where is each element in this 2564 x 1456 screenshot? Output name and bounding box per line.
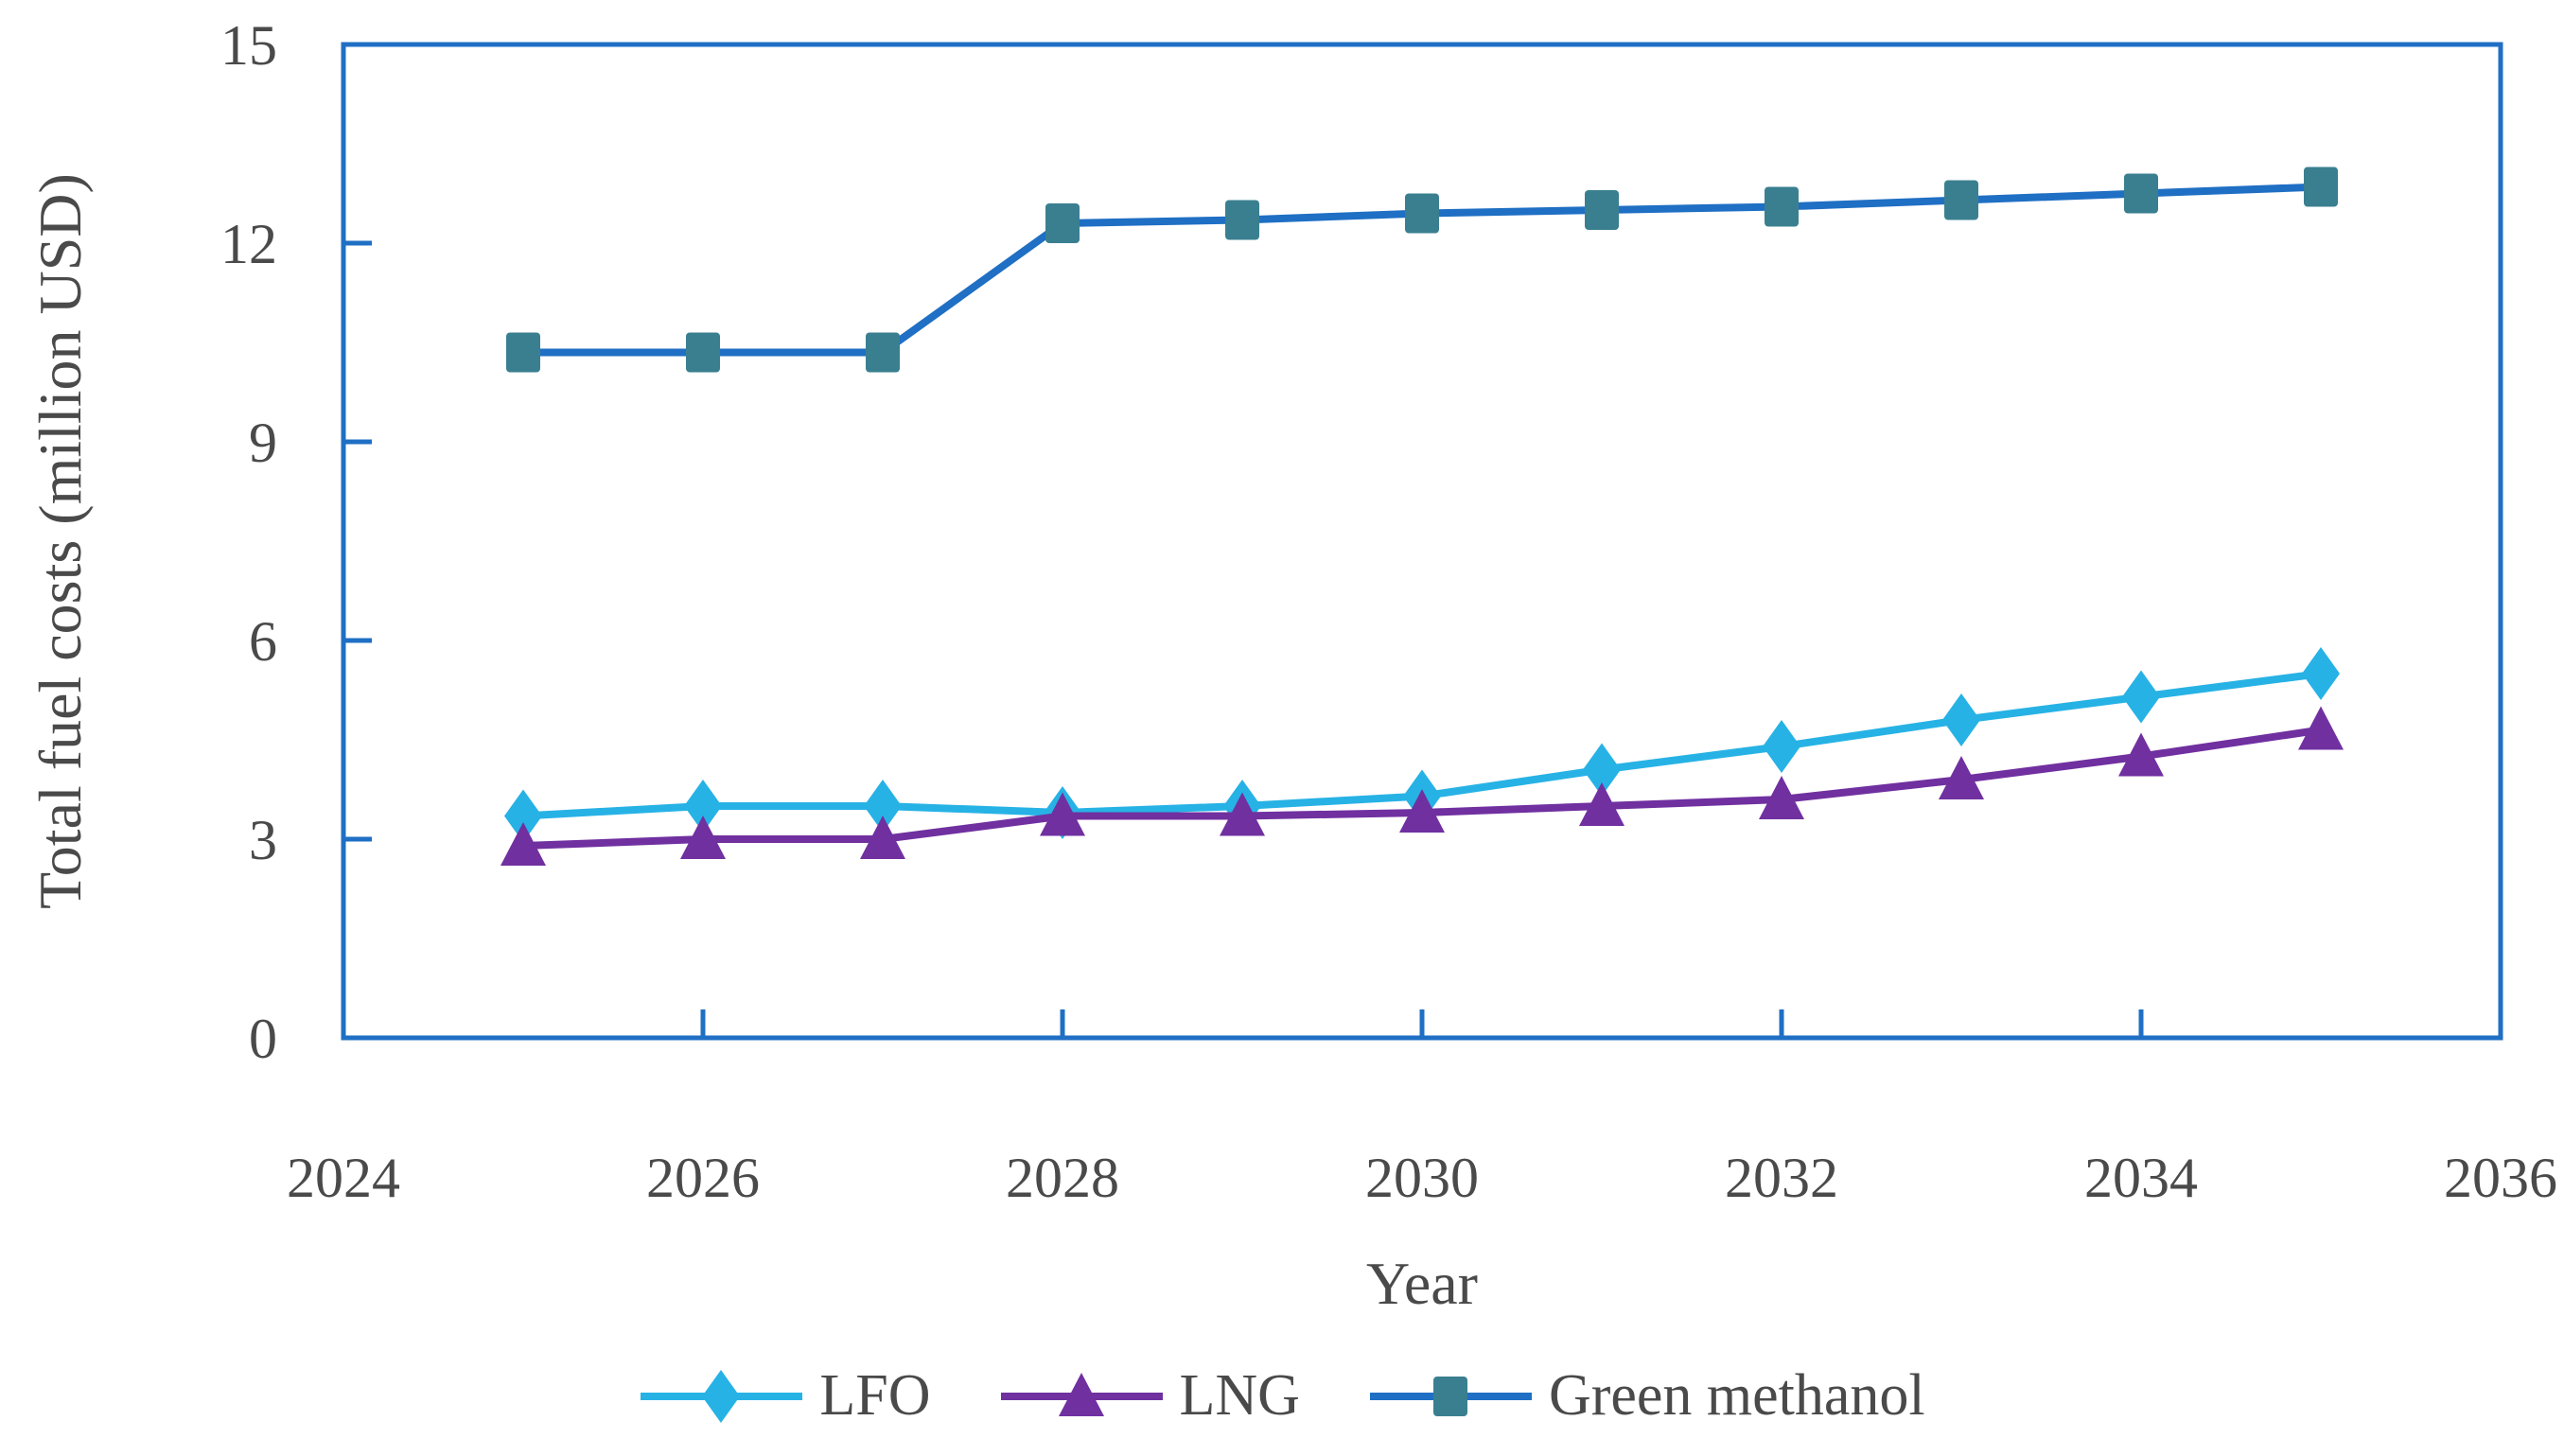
x-tick-label: 2036 <box>2444 1147 2557 1209</box>
data-point-lfo <box>864 780 902 833</box>
data-point-lfo <box>1763 720 1800 773</box>
legend-item-green-methanol: Green methanol <box>1368 1362 1925 1430</box>
data-point-lfo <box>1583 743 1621 797</box>
legend-swatch-diamond-icon <box>641 1369 803 1423</box>
data-point-green-methanol <box>1225 200 1259 240</box>
data-point-lng <box>1040 792 1085 836</box>
data-point-lfo <box>684 780 722 833</box>
data-point-lng <box>501 822 546 866</box>
data-point-green-methanol <box>686 332 720 373</box>
data-point-lng <box>1759 776 1804 819</box>
data-point-lng <box>860 816 905 859</box>
legend-label: Green methanol <box>1548 1363 1925 1428</box>
y-tick-label: 12 <box>220 213 277 275</box>
data-point-green-methanol <box>866 332 900 373</box>
legend-label: LNG <box>1179 1363 1300 1428</box>
y-tick-label: 9 <box>249 412 277 474</box>
data-point-lng <box>680 816 726 859</box>
data-point-green-methanol <box>1405 193 1439 234</box>
data-point-lng <box>2118 732 2164 777</box>
data-point-lng <box>1399 789 1445 833</box>
legend-swatch-triangle-icon <box>1000 1372 1163 1416</box>
x-tick-label: 2024 <box>287 1147 400 1209</box>
x-tick-label: 2028 <box>1006 1147 1119 1209</box>
legend-marker-icon <box>1058 1372 1104 1416</box>
y-tick-label: 3 <box>249 809 277 871</box>
chart-legend: LFO LNG Green methanol <box>0 1362 2564 1430</box>
y-axis-title: Total fuel costs (million USD) <box>26 173 94 909</box>
x-tick-label: 2034 <box>2084 1147 2198 1209</box>
data-point-lfo <box>2122 670 2160 724</box>
data-point-lng <box>1579 782 1624 826</box>
data-point-lfo <box>504 789 542 843</box>
y-tick-label: 0 <box>249 1008 277 1070</box>
data-point-lfo <box>1942 693 1980 746</box>
x-tick-label: 2030 <box>1365 1147 1479 1209</box>
data-point-lng <box>1939 756 1984 799</box>
legend-item-lfo: LFO <box>639 1362 931 1430</box>
x-tick-label: 2032 <box>1725 1147 1838 1209</box>
y-tick-label: 15 <box>220 14 277 77</box>
data-point-green-methanol <box>2124 173 2158 214</box>
data-point-green-methanol <box>1765 186 1799 227</box>
data-point-green-methanol <box>506 332 540 373</box>
x-tick-label: 2026 <box>646 1147 760 1209</box>
data-point-lng <box>1220 792 1265 836</box>
legend-label: LFO <box>819 1363 931 1428</box>
y-tick-label: 6 <box>249 610 277 673</box>
data-point-lng <box>2298 706 2344 750</box>
data-point-green-methanol <box>2304 167 2338 207</box>
data-point-green-methanol <box>1944 180 1978 220</box>
legend-item-lng: LNG <box>999 1362 1300 1430</box>
data-point-green-methanol <box>1585 190 1619 230</box>
data-point-green-methanol <box>1045 203 1080 243</box>
legend-swatch-square-icon <box>1369 1376 1532 1416</box>
x-axis-title: Year <box>1366 1250 1478 1317</box>
data-point-lfo <box>2302 647 2340 700</box>
legend-marker-icon <box>702 1369 741 1423</box>
legend-marker-icon <box>1432 1376 1467 1416</box>
